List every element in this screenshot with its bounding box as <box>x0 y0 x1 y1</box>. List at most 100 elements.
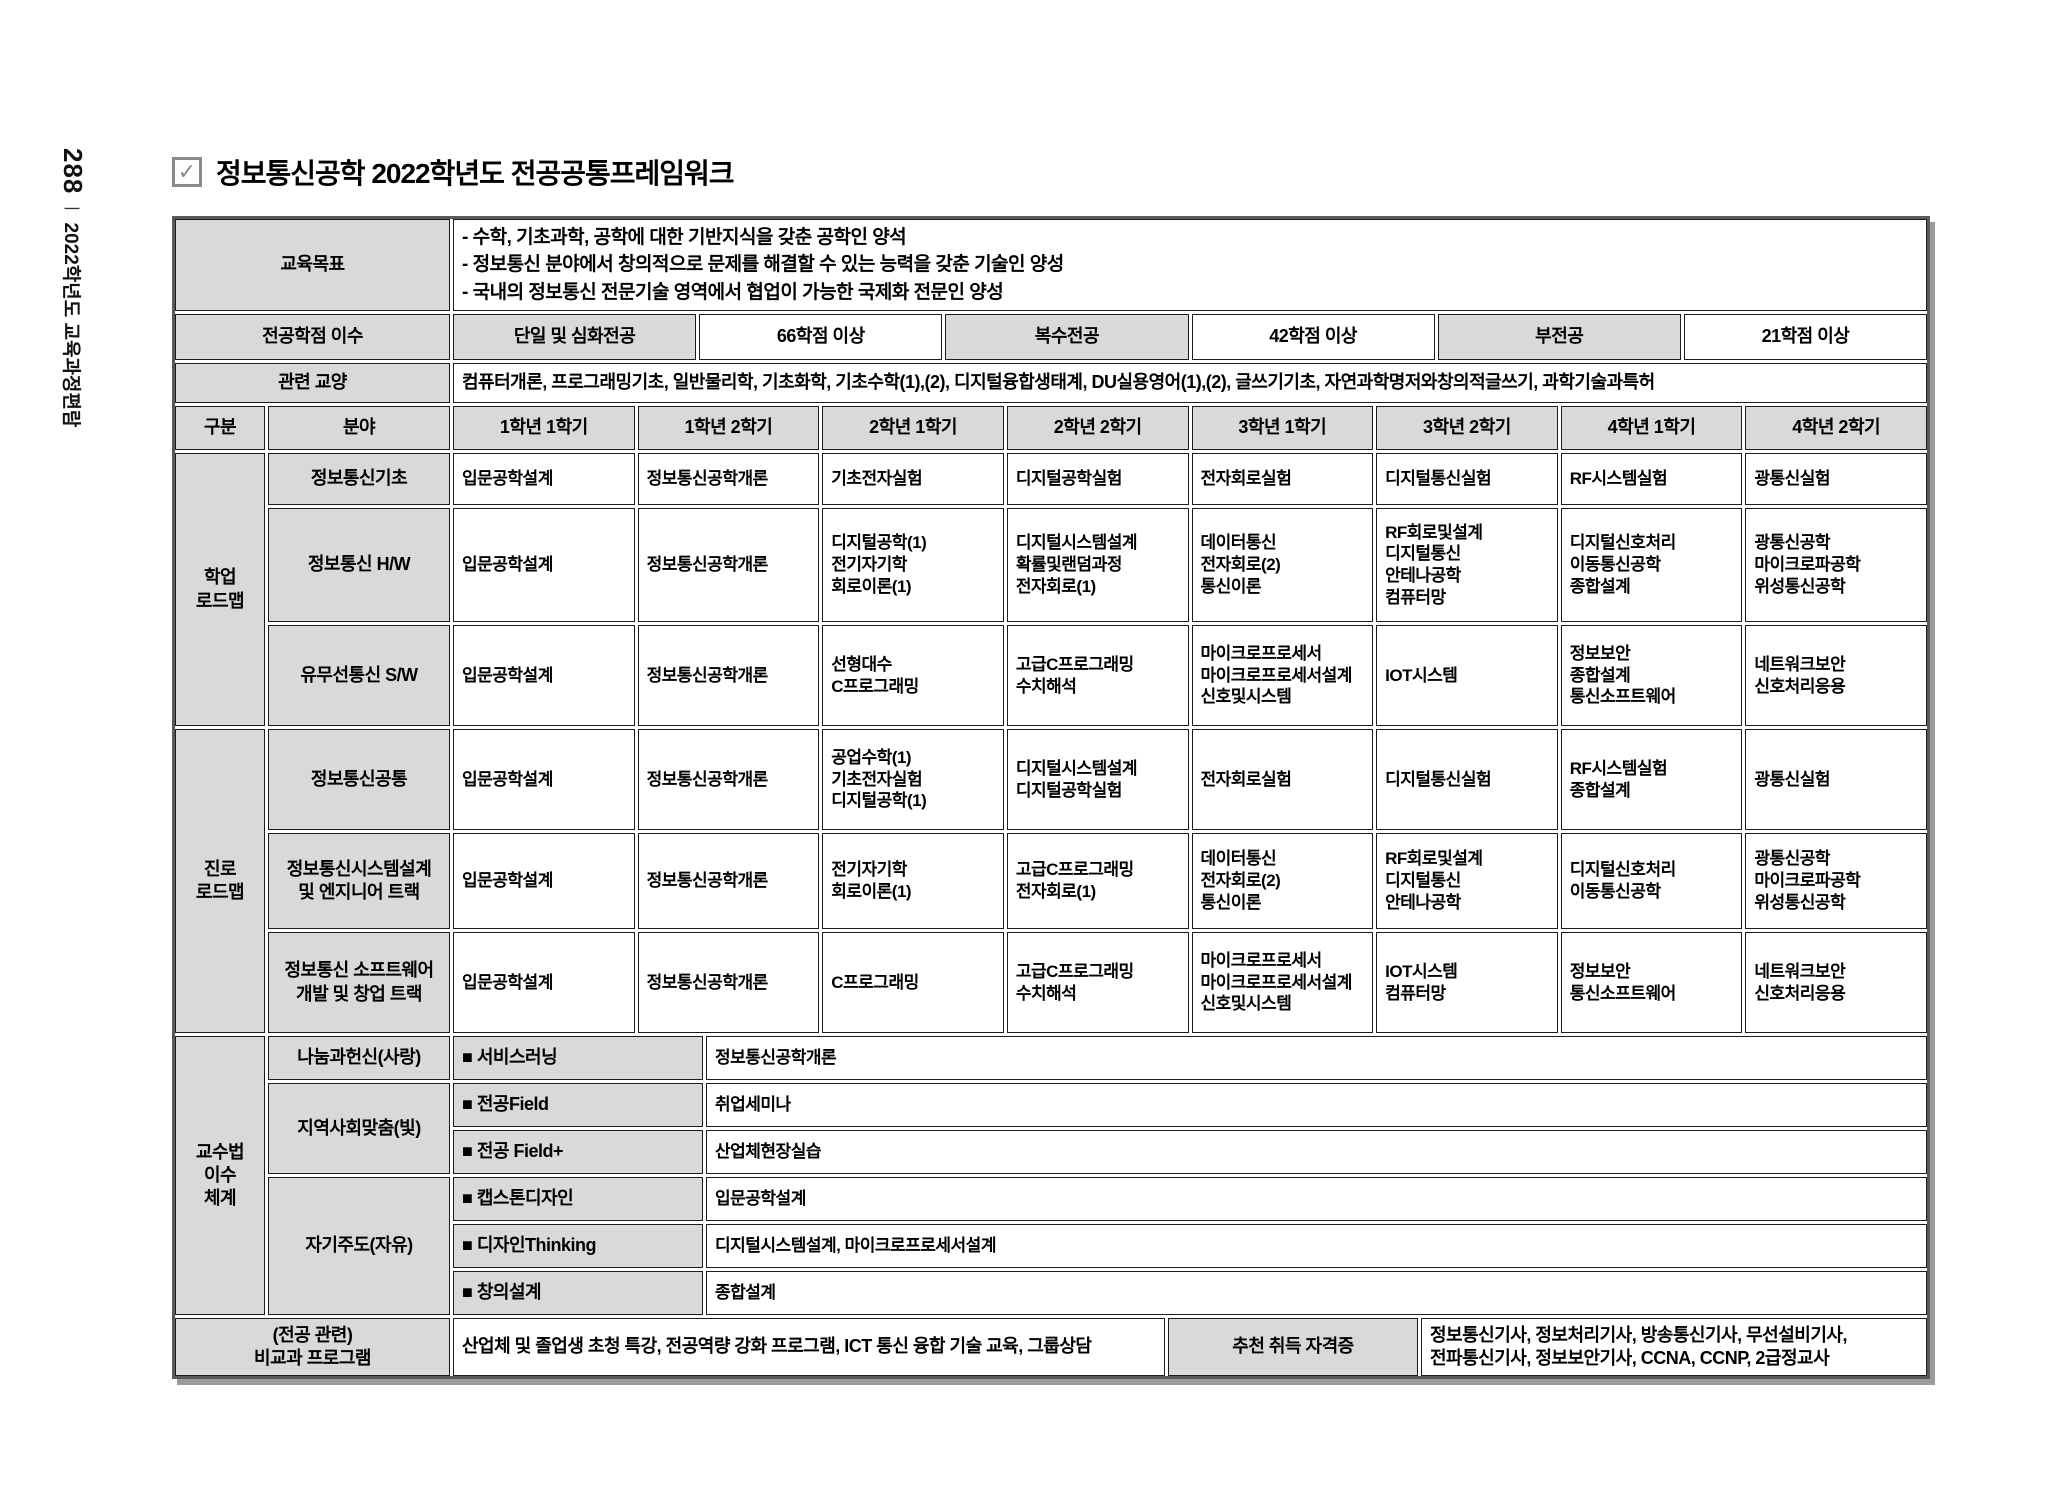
credit-type-cell: 단일 및 심화전공 <box>453 314 697 360</box>
extracurricular-label: (전공 관련) 비교과 프로그램 <box>175 1318 450 1376</box>
pedagogy-method-label: ■ 디자인Thinking <box>453 1224 703 1268</box>
course-cell: IOT시스템 <box>1376 625 1558 726</box>
course-cell: 입문공학설계 <box>453 833 635 929</box>
roadmap-group-row: 학업 로드맵 정보통신기초 입문공학설계 정보통신공학개론 기초전자실험 디지털공학실험 전… <box>175 453 1927 726</box>
semester-header-cell: 3학년 1학기 <box>1191 406 1374 450</box>
course-cell: 디지털공학실험 <box>1006 453 1189 505</box>
recommended-certs-label: 추천 취득 자격증 <box>1168 1318 1418 1376</box>
education-goals-text: - 수학, 기초과학, 공학에 대한 기반지식을 갖춘 공학인 양석 - 정보통신… <box>453 219 1927 311</box>
credit-type-cell: 복수전공 <box>945 314 1189 360</box>
course-cell: 전자회로실험 <box>1191 729 1374 830</box>
course-cell: 디지털통신실험 <box>1376 729 1558 830</box>
roadmap-row: 정보통신 H/W 입문공학설계 정보통신공학개론 디지털공학(1) 전기자기학 회로이… <box>268 508 1927 622</box>
pedagogy-method-row: ■ 전공Field 취업세미나 <box>453 1083 1927 1127</box>
roadmap-group-label: 진로 로드맵 <box>175 729 265 1033</box>
course-cell: 마이크로프로세서 마이크로프로세서설계 신호및시스템 <box>1191 625 1374 726</box>
pedagogy-field-label: 나눔과헌신(사랑) <box>268 1036 450 1080</box>
pedagogy-group-label: 교수법 이수 체계 <box>175 1036 265 1315</box>
course-cell: 디지털시스템설계 확률및랜덤과정 전자회로(1) <box>1006 508 1189 622</box>
related-liberal-courses: 컴퓨터개론, 프로그래밍기초, 일반물리학, 기초화학, 기초수학(1),(2)… <box>453 363 1927 403</box>
education-goals-row: 교육목표 - 수학, 기초과학, 공학에 대한 기반지식을 갖춘 공학인 양석 -… <box>175 219 1927 311</box>
pedagogy-method-label: ■ 창의설계 <box>453 1271 703 1315</box>
course-cell: 디지털신호처리 이동통신공학 종합설계 <box>1560 508 1743 622</box>
side-edition-text: 2022학년도 교육과정편람 <box>60 222 81 428</box>
roadmap-field-label: 정보통신 소프트웨어 개발 및 창업 트랙 <box>268 932 450 1033</box>
table-header-row: 구분 분야 1학년 1학기 1학년 2학기 2학년 1학기 2학년 2학기 3학년 1학… <box>175 406 1927 450</box>
course-cell: 고급C프로그래밍 수치해석 <box>1006 932 1189 1033</box>
course-cell: 공업수학(1) 기초전자실험 디지털공학(1) <box>822 729 1004 830</box>
extracurricular-programs: 산업체 및 졸업생 초청 특강, 전공역량 강화 프로그램, ICT 통신 융합… <box>453 1318 1165 1376</box>
education-goal-line: - 정보통신 분야에서 창의적으로 문제를 해결할 수 있는 능력을 갖춘 기술… <box>462 254 1064 276</box>
page-title-text: 정보통신공학 2022학년도 전공공통프레임워크 <box>216 158 735 189</box>
pedagogy-course-cell: 입문공학설계 <box>706 1177 1927 1221</box>
pedagogy-method-label: ■ 전공 Field+ <box>453 1130 703 1174</box>
course-cell: RF회로및설계 디지털통신 안테나공학 <box>1376 833 1558 929</box>
page-side-label: 288 | 2022학년도 교육과정편람 <box>57 148 88 427</box>
course-cell: C프로그래밍 <box>822 932 1004 1033</box>
roadmap-field-label: 정보통신기초 <box>268 453 450 505</box>
pedagogy-section: 교수법 이수 체계 나눔과헌신(사랑) ■ 서비스러닝 정보통신공학개론 지역사회맞춤(… <box>175 1036 1927 1315</box>
semester-header-cell: 3학년 2학기 <box>1376 406 1558 450</box>
course-cell: 마이크로프로세서 마이크로프로세서설계 신호및시스템 <box>1191 932 1374 1033</box>
roadmap-row: 정보통신시스템설계 및 엔지니어 트랙 입문공학설계 정보통신공학개론 전기자기학 회… <box>268 833 1927 929</box>
roadmap-row: 정보통신공통 입문공학설계 정보통신공학개론 공업수학(1) 기초전자실험 디지털공학… <box>268 729 1927 830</box>
course-cell: 광통신공학 마이크로파공학 위성통신공학 <box>1745 833 1927 929</box>
semester-header-cell: 2학년 1학기 <box>822 406 1004 450</box>
course-cell: RF시스템실험 <box>1560 453 1743 505</box>
pedagogy-method-row: ■ 캡스톤디자인 입문공학설계 <box>453 1177 1927 1221</box>
roadmap-field-label: 유무선통신 S/W <box>268 625 450 726</box>
pedagogy-method-row: ■ 디자인Thinking 디지털시스템설계, 마이크로프로세서설계 <box>453 1224 1927 1268</box>
course-cell: 디지털신호처리 이동통신공학 <box>1560 833 1743 929</box>
course-cell: 입문공학설계 <box>453 508 635 622</box>
roadmap-field-label: 정보통신공통 <box>268 729 450 830</box>
course-cell: 정보통신공학개론 <box>637 508 820 622</box>
semester-header-cell: 4학년 1학기 <box>1560 406 1743 450</box>
pedagogy-course-cell: 취업세미나 <box>706 1083 1927 1127</box>
roadmap-field-label: 정보통신시스템설계 및 엔지니어 트랙 <box>268 833 450 929</box>
course-cell: RF회로및설계 디지털통신 안테나공학 컴퓨터망 <box>1376 508 1558 622</box>
course-cell: 선형대수 C프로그래밍 <box>822 625 1004 726</box>
roadmap-group-row: 진로 로드맵 정보통신공통 입문공학설계 정보통신공학개론 공업수학(1) 기초전자실험… <box>175 729 1927 1033</box>
pedagogy-method-row: ■ 창의설계 종합설계 <box>453 1271 1927 1315</box>
roadmap-row: 정보통신기초 입문공학설계 정보통신공학개론 기초전자실험 디지털공학실험 전자회로실험 디… <box>268 453 1927 505</box>
course-cell: 네트워크보안 신호처리응용 <box>1745 932 1927 1033</box>
course-cell: 기초전자실험 <box>822 453 1004 505</box>
course-cell: 입문공학설계 <box>453 625 635 726</box>
course-cell: 정보보안 통신소프트웨어 <box>1560 932 1743 1033</box>
pedagogy-method-row: ■ 서비스러닝 정보통신공학개론 <box>453 1036 1927 1080</box>
side-separator: | <box>64 206 82 211</box>
recommended-certs-list: 정보통신기사, 정보처리기사, 방송통신기사, 무선설비기사, 전파통신기사, … <box>1421 1318 1927 1376</box>
course-cell: 광통신실험 <box>1745 453 1927 505</box>
course-cell: 전기자기학 회로이론(1) <box>822 833 1004 929</box>
course-cell: 고급C프로그래밍 전자회로(1) <box>1006 833 1189 929</box>
pedagogy-field-label: 지역사회맞춤(빛) <box>268 1083 450 1174</box>
pedagogy-field-label: 자기주도(자유) <box>268 1177 450 1315</box>
pedagogy-course-cell: 종합설계 <box>706 1271 1927 1315</box>
course-cell: 디지털공학(1) 전기자기학 회로이론(1) <box>822 508 1004 622</box>
education-goal-line: - 국내의 정보통신 전문기술 영역에서 협업이 가능한 국제화 전문인 양성 <box>462 281 1004 303</box>
checkbox-icon: ✓ <box>172 157 202 187</box>
pedagogy-method-row: ■ 전공 Field+ 산업체현장실습 <box>453 1130 1927 1174</box>
page-number: 288 <box>58 148 88 195</box>
pedagogy-method-label: ■ 캡스톤디자인 <box>453 1177 703 1221</box>
credit-value-cell: 66학점 이상 <box>699 314 943 360</box>
course-cell: 입문공학설계 <box>453 932 635 1033</box>
pedagogy-course-cell: 산업체현장실습 <box>706 1130 1927 1174</box>
related-liberal-row: 관련 교양 컴퓨터개론, 프로그래밍기초, 일반물리학, 기초화학, 기초수학(… <box>175 363 1927 403</box>
course-cell: 전자회로실험 <box>1191 453 1374 505</box>
course-cell: 정보보안 종합설계 통신소프트웨어 <box>1560 625 1743 726</box>
semester-header-cell: 1학년 2학기 <box>637 406 820 450</box>
course-cell: 광통신실험 <box>1745 729 1927 830</box>
related-liberal-label: 관련 교양 <box>175 363 450 403</box>
semester-header-cell: 1학년 1학기 <box>453 406 635 450</box>
education-goal-line: - 수학, 기초과학, 공학에 대한 기반지식을 갖춘 공학인 양석 <box>462 226 907 248</box>
pedagogy-method-label: ■ 전공Field <box>453 1083 703 1127</box>
course-cell: RF시스템실험 종합설계 <box>1560 729 1743 830</box>
course-cell: 광통신공학 마이크로파공학 위성통신공학 <box>1745 508 1927 622</box>
course-cell: 네트워크보안 신호처리응용 <box>1745 625 1927 726</box>
page-title: ✓ 정보통신공학 2022학년도 전공공통프레임워크 <box>172 152 735 192</box>
check-glyph: ✓ <box>177 159 197 184</box>
credit-value-cell: 21학점 이상 <box>1683 314 1928 360</box>
semester-header-cell: 2학년 2학기 <box>1006 406 1189 450</box>
course-cell: 정보통신공학개론 <box>637 625 820 726</box>
